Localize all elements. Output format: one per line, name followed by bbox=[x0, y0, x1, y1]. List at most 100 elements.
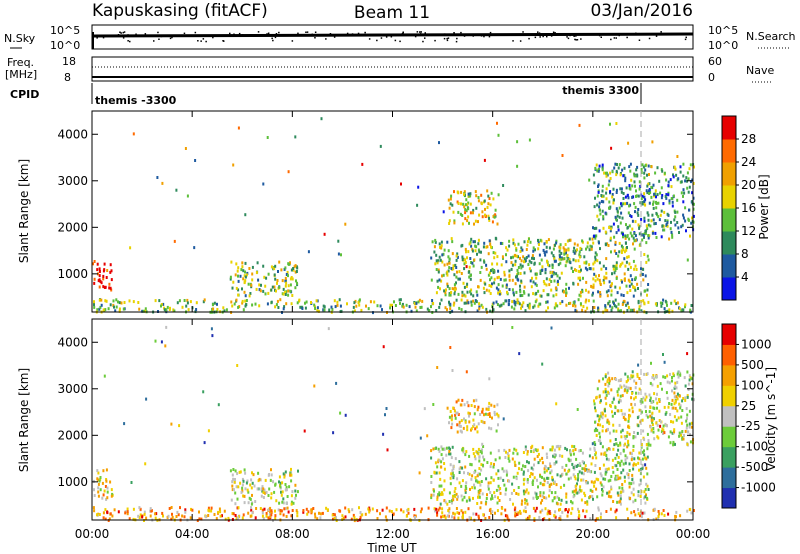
echo-cell bbox=[510, 256, 513, 260]
echo-cell bbox=[501, 255, 504, 259]
echo-cell bbox=[237, 288, 240, 292]
echo-cell bbox=[647, 439, 650, 443]
echo-cell bbox=[640, 171, 643, 174]
echo-cell bbox=[594, 255, 597, 259]
echo-cell bbox=[98, 278, 101, 282]
echo-cell bbox=[251, 493, 253, 497]
echo-cell bbox=[98, 307, 101, 311]
echo-cell bbox=[592, 262, 595, 266]
echo-cell bbox=[671, 389, 673, 393]
echo-cell bbox=[266, 136, 269, 139]
echo-cell bbox=[630, 458, 633, 462]
echo-cell bbox=[552, 254, 555, 258]
echo-cell bbox=[455, 507, 458, 510]
echo-cell bbox=[110, 278, 113, 282]
echo-cell bbox=[646, 173, 648, 177]
echo-cell bbox=[547, 467, 550, 471]
echo-cell bbox=[592, 241, 595, 245]
echo-cell bbox=[229, 469, 232, 473]
echo-cell bbox=[649, 398, 652, 402]
echo-cell bbox=[417, 300, 420, 304]
echo-cell bbox=[668, 381, 671, 385]
nsky-point bbox=[257, 31, 260, 33]
echo-cell bbox=[172, 308, 175, 312]
nsky-point bbox=[546, 35, 548, 38]
echo-cell bbox=[651, 213, 654, 217]
echo-cell bbox=[98, 270, 101, 273]
echo-cell bbox=[233, 480, 236, 484]
echo-cell bbox=[596, 214, 599, 218]
echo-cell bbox=[443, 514, 446, 518]
station-title: Kapuskasing (fitACF) bbox=[92, 1, 268, 21]
echo-cell bbox=[486, 245, 489, 249]
echo-cell bbox=[666, 212, 669, 216]
echo-cell bbox=[545, 283, 548, 287]
echo-cell bbox=[258, 283, 261, 287]
echo-cell bbox=[684, 219, 687, 223]
echo-cell bbox=[450, 418, 453, 422]
echo-cell bbox=[567, 508, 570, 512]
echo-cell bbox=[677, 226, 680, 230]
echo-cell bbox=[631, 195, 634, 199]
echo-cell bbox=[274, 277, 277, 281]
echo-cell bbox=[418, 298, 421, 302]
echo-cell bbox=[532, 292, 535, 296]
echo-cell bbox=[645, 241, 648, 245]
echo-cell bbox=[572, 452, 575, 456]
echo-cell bbox=[601, 489, 604, 493]
echo-cell bbox=[602, 194, 605, 198]
echo-cell bbox=[437, 460, 440, 464]
nsky-point bbox=[212, 36, 214, 39]
echo-cell bbox=[620, 430, 623, 434]
nsky-point bbox=[271, 37, 273, 40]
echo-cell bbox=[572, 495, 575, 499]
echo-cell bbox=[670, 301, 673, 305]
echo-cell bbox=[557, 283, 560, 286]
echo-cell bbox=[303, 429, 306, 433]
echo-cell bbox=[595, 451, 597, 455]
echo-cell bbox=[630, 215, 633, 219]
echo-cell bbox=[610, 284, 613, 288]
echo-cell bbox=[128, 299, 131, 303]
echo-cell bbox=[581, 290, 584, 294]
echo-cell bbox=[262, 487, 265, 491]
echo-cell bbox=[490, 497, 492, 501]
echo-cell bbox=[649, 414, 652, 418]
echo-cell bbox=[301, 307, 304, 310]
echo-cell bbox=[644, 463, 647, 467]
echo-cell bbox=[181, 514, 184, 518]
echo-cell bbox=[272, 480, 274, 484]
echo-cell bbox=[610, 475, 613, 478]
echo-cell bbox=[217, 510, 220, 514]
echo-cell bbox=[524, 506, 527, 510]
echo-cell bbox=[485, 497, 488, 500]
echo-cell bbox=[645, 260, 648, 264]
echo-cell bbox=[483, 458, 486, 462]
echo-cell bbox=[350, 517, 353, 521]
nsky-point bbox=[220, 34, 222, 37]
echo-cell bbox=[556, 304, 559, 308]
echo-cell bbox=[492, 197, 495, 201]
colorbar-tick-label: 16 bbox=[741, 201, 756, 215]
echo-cell bbox=[579, 246, 582, 250]
echo-cell bbox=[623, 272, 626, 276]
echo-cell bbox=[268, 515, 271, 519]
echo-cell bbox=[655, 397, 658, 401]
echo-cell bbox=[553, 279, 556, 283]
echo-cell bbox=[270, 288, 273, 292]
echo-cell bbox=[590, 284, 593, 288]
echo-cell bbox=[330, 305, 333, 309]
echo-cell bbox=[251, 481, 254, 485]
echo-cell bbox=[458, 424, 461, 428]
echo-cell bbox=[636, 416, 639, 420]
echo-cell bbox=[559, 502, 562, 506]
echo-cell bbox=[529, 475, 532, 478]
echo-cell bbox=[102, 511, 105, 515]
echo-cell bbox=[269, 478, 272, 482]
echo-cell bbox=[247, 490, 250, 494]
echo-cell bbox=[686, 413, 689, 417]
echo-cell bbox=[441, 253, 444, 257]
echo-cell bbox=[107, 307, 110, 311]
velocity-echo-cells bbox=[92, 325, 695, 523]
echo-cell bbox=[436, 495, 439, 499]
